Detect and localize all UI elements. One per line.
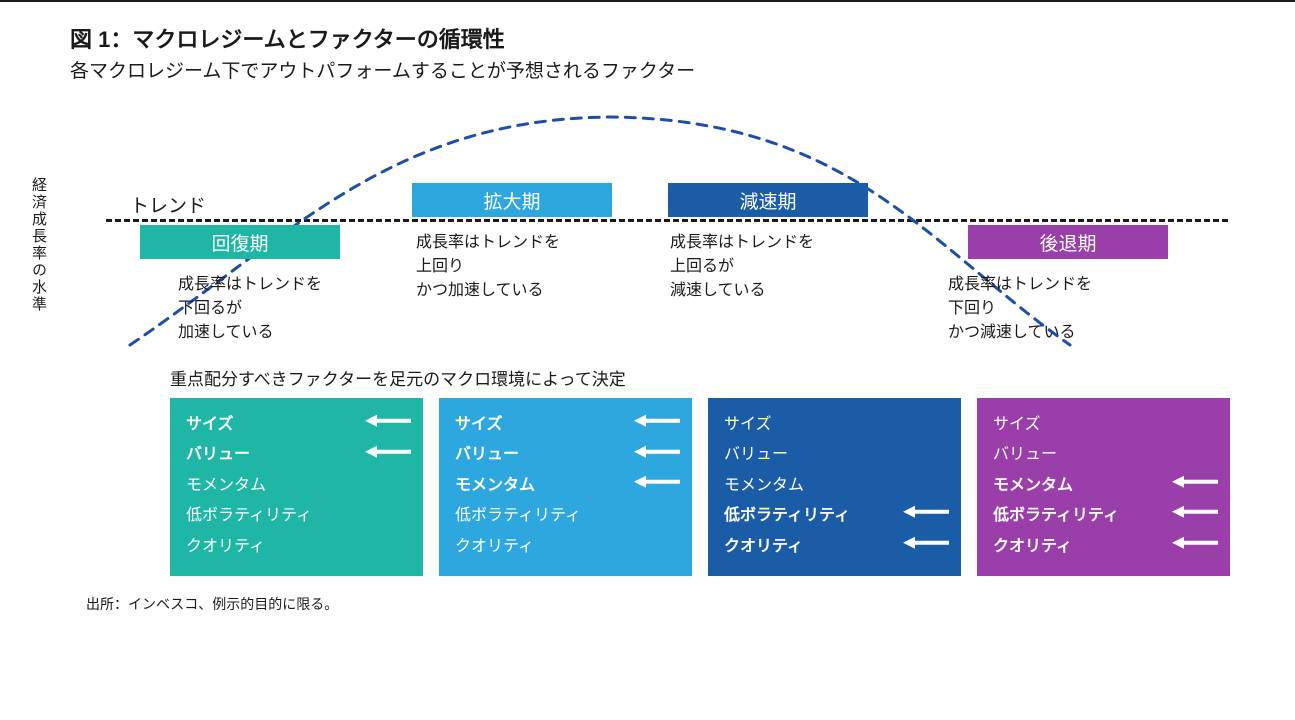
phase-pill-contraction: 後退期: [968, 225, 1168, 259]
allocation-caption: 重点配分すべきファクターを足元のマクロ環境によって決定: [170, 365, 1265, 390]
source-note: 出所：インベスコ、例示的目的に限る。: [86, 594, 1265, 614]
title-block: 図 1：マクロレジームとファクターの循環性 各マクロレジーム下でアウトパフォーム…: [30, 22, 1265, 83]
left-arrow-icon: [903, 504, 949, 520]
factor-row: 低ボラティリティ: [186, 501, 409, 531]
factor-card-recovery: サイズバリューモメンタム低ボラティリティクオリティ: [170, 398, 423, 576]
left-arrow-icon: [634, 413, 680, 429]
left-arrow-icon: [634, 443, 680, 459]
factor-row: サイズ: [724, 410, 947, 440]
factor-row: サイズ: [186, 410, 409, 440]
cycle-chart: 経済成長率の水準 トレンド 回復期成長率はトレンドを 下回るが 加速している 拡大…: [30, 97, 1230, 357]
y-axis-label: 経済成長率の水準: [28, 177, 49, 313]
factor-row: 低ボラティリティ: [993, 501, 1216, 531]
factor-cards: サイズバリューモメンタム低ボラティリティクオリティサイズバリューモメンタム低ボラ…: [170, 398, 1230, 576]
trend-label: トレンド: [130, 191, 206, 218]
left-arrow-icon: [365, 443, 411, 459]
phase-desc-recovery: 成長率はトレンドを 下回るが 加速している: [178, 273, 322, 345]
factor-row: モメンタム: [186, 471, 409, 501]
phase-desc-contraction: 成長率はトレンドを 下回り かつ減速している: [948, 273, 1092, 345]
factor-row: 低ボラティリティ: [724, 501, 947, 531]
factor-row: クオリティ: [724, 532, 947, 562]
left-arrow-icon: [634, 474, 680, 490]
factor-row: クオリティ: [993, 532, 1216, 562]
left-arrow-icon: [1172, 535, 1218, 551]
factor-row: サイズ: [455, 410, 678, 440]
factor-row: 低ボラティリティ: [455, 501, 678, 531]
factor-row: バリュー: [724, 440, 947, 470]
figure-title: 図 1：マクロレジームとファクターの循環性: [70, 22, 1265, 54]
factor-row: クオリティ: [455, 532, 678, 562]
phase-desc-expansion: 成長率はトレンドを 上回り かつ加速している: [416, 231, 560, 303]
factor-card-slowdown: サイズバリューモメンタム低ボラティリティクオリティ: [708, 398, 961, 576]
factor-row: バリュー: [186, 440, 409, 470]
factor-row: バリュー: [993, 440, 1216, 470]
factor-row: バリュー: [455, 440, 678, 470]
factor-row: クオリティ: [186, 532, 409, 562]
factor-card-contraction: サイズバリューモメンタム低ボラティリティクオリティ: [977, 398, 1230, 576]
factor-row: サイズ: [993, 410, 1216, 440]
factor-row: モメンタム: [724, 471, 947, 501]
trend-line: [106, 219, 1228, 222]
left-arrow-icon: [903, 535, 949, 551]
factor-card-expansion: サイズバリューモメンタム低ボラティリティクオリティ: [439, 398, 692, 576]
left-arrow-icon: [1172, 474, 1218, 490]
phase-desc-slowdown: 成長率はトレンドを 上回るが 減速している: [670, 231, 814, 303]
left-arrow-icon: [1172, 504, 1218, 520]
phase-pill-slowdown: 減速期: [668, 183, 868, 217]
phase-pill-recovery: 回復期: [140, 225, 340, 259]
left-arrow-icon: [365, 413, 411, 429]
figure-container: 図 1：マクロレジームとファクターの循環性 各マクロレジーム下でアウトパフォーム…: [0, 0, 1295, 720]
factor-row: モメンタム: [455, 471, 678, 501]
factor-row: モメンタム: [993, 471, 1216, 501]
phase-pill-expansion: 拡大期: [412, 183, 612, 217]
figure-subtitle: 各マクロレジーム下でアウトパフォームすることが予想されるファクター: [70, 56, 1265, 83]
